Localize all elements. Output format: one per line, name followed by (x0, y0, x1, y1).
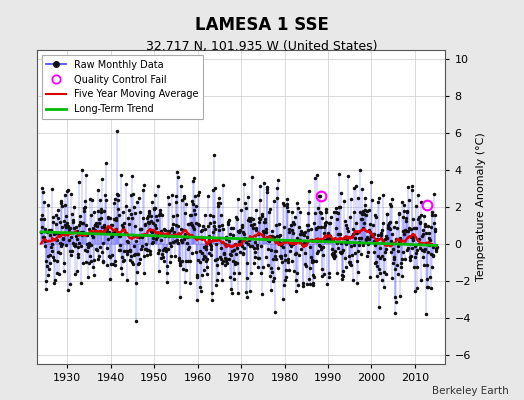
Text: 32.717 N, 101.935 W (United States): 32.717 N, 101.935 W (United States) (146, 40, 378, 53)
Text: Berkeley Earth: Berkeley Earth (432, 386, 508, 396)
Legend: Raw Monthly Data, Quality Control Fail, Five Year Moving Average, Long-Term Tren: Raw Monthly Data, Quality Control Fail, … (41, 55, 203, 119)
Y-axis label: Temperature Anomaly (°C): Temperature Anomaly (°C) (476, 133, 486, 281)
Text: LAMESA 1 SSE: LAMESA 1 SSE (195, 16, 329, 34)
